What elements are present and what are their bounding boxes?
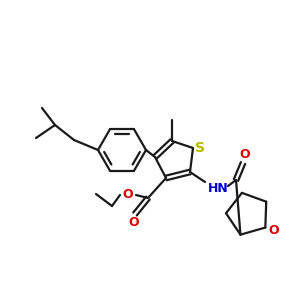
Text: O: O <box>268 224 279 237</box>
Text: O: O <box>123 188 133 202</box>
Text: O: O <box>129 215 139 229</box>
Text: O: O <box>240 148 250 161</box>
Text: HN: HN <box>208 182 228 196</box>
Text: S: S <box>195 141 205 155</box>
